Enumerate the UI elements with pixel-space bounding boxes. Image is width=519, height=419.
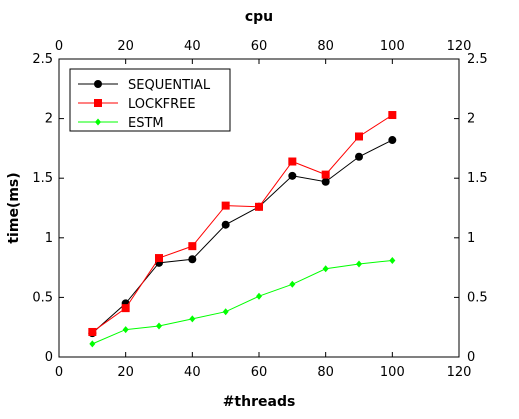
data-point-sequential [355, 152, 363, 161]
y-axis-label: time(ms) [6, 172, 22, 243]
data-point-estm [189, 315, 196, 323]
series-line-estm [92, 259, 393, 345]
legend: SEQUENTIAL LOCKFREE ESTM [69, 68, 231, 132]
y-tick-label-right: 0 [467, 350, 475, 365]
legend-label-estm: ESTM [128, 116, 164, 131]
y-tick-label-right: 1 [467, 231, 475, 246]
y-tick-label-left: 2.5 [32, 52, 53, 67]
data-point-estm [122, 326, 129, 334]
x-tick-label-top: 100 [380, 39, 405, 54]
data-point-lockfree [88, 327, 97, 336]
x-tick-label-top: 40 [184, 39, 201, 54]
data-point-lockfree [321, 170, 330, 179]
legend-marker-estm [95, 118, 101, 126]
y-tick-label-left: 2 [45, 112, 53, 127]
data-point-sequential [188, 255, 197, 264]
data-point-sequential [221, 220, 230, 229]
data-point-estm [256, 292, 262, 300]
x-tick-label-top: 0 [55, 39, 63, 54]
x-tick-label-bottom: 60 [251, 365, 268, 380]
x-tick-label-bottom: 120 [447, 365, 472, 380]
y-tick-label-right: 1.5 [467, 171, 488, 186]
data-point-estm [89, 340, 96, 348]
x-tick-label-top: 60 [251, 39, 268, 54]
data-point-lockfree [388, 111, 397, 120]
series-lockfree [88, 111, 397, 336]
x-tick-label-top: 120 [447, 39, 472, 54]
y-tick-label-left: 1.5 [32, 171, 53, 186]
legend-marker-lockfree [94, 99, 102, 107]
y-tick-label-left: 0 [45, 350, 53, 365]
data-point-estm [289, 280, 296, 288]
legend-marker-sequential [94, 80, 102, 88]
y-tick-label-right: 2.5 [467, 52, 488, 67]
x-axis-label: #threads [223, 394, 296, 410]
data-point-lockfree [121, 304, 130, 313]
series-estm [89, 256, 396, 348]
x-tick-label-top: 80 [317, 39, 334, 54]
x-tick-label-bottom: 100 [380, 365, 405, 380]
data-point-estm [222, 308, 229, 316]
series-sequential [88, 136, 397, 338]
data-point-lockfree [221, 201, 230, 210]
y-tick-label-left: 0.5 [32, 290, 53, 305]
legend-label-lockfree: LOCKFREE [128, 97, 196, 112]
x-tick-label-top: 20 [117, 39, 134, 54]
data-point-lockfree [288, 157, 297, 166]
data-point-lockfree [355, 132, 363, 141]
x-tick-label-bottom: 0 [55, 365, 63, 380]
data-point-estm [389, 256, 396, 264]
legend-label-sequential: SEQUENTIAL [128, 78, 211, 93]
x-tick-label-bottom: 40 [184, 365, 201, 380]
x-tick-label-bottom: 80 [317, 365, 334, 380]
y-tick-label-right: 0.5 [467, 290, 488, 305]
x-tick-label-bottom: 20 [117, 365, 134, 380]
data-point-estm [156, 322, 162, 330]
y-tick-label-left: 1 [45, 231, 53, 246]
y-tick-label-right: 2 [467, 112, 475, 127]
data-point-sequential [321, 177, 330, 186]
chart-title: cpu [245, 9, 273, 25]
series-line-lockfree [92, 114, 393, 333]
data-point-lockfree [155, 254, 163, 263]
data-point-lockfree [255, 202, 263, 211]
data-point-lockfree [188, 242, 197, 251]
data-point-estm [356, 260, 362, 268]
data-point-sequential [388, 136, 397, 145]
data-point-estm [322, 265, 329, 273]
data-point-sequential [288, 171, 297, 180]
